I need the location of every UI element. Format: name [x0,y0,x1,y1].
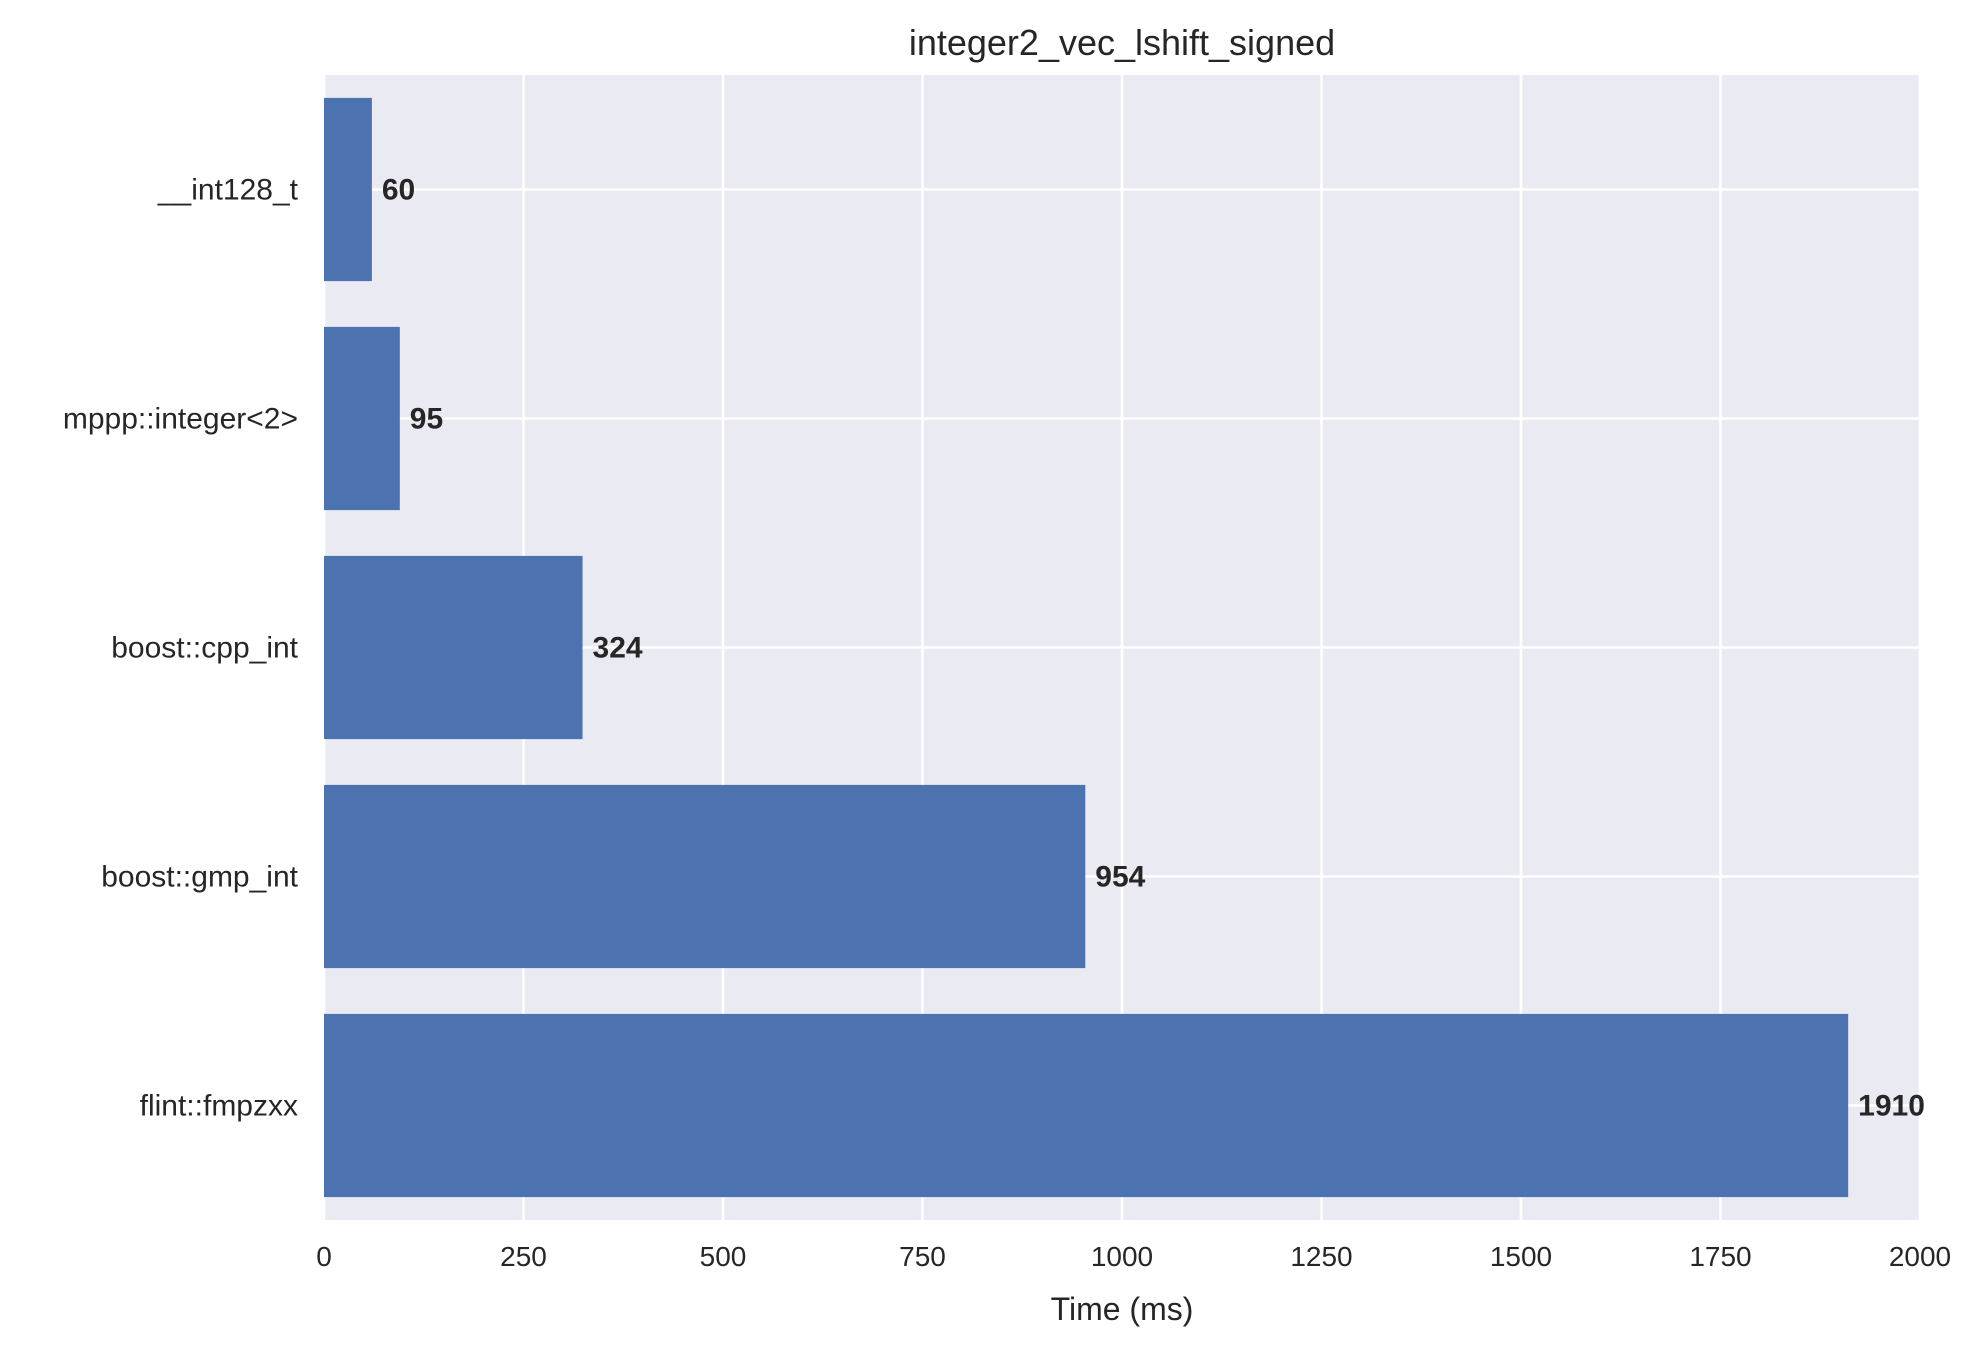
data-label: 60 [382,174,415,207]
bar [324,326,400,511]
bar [324,1013,1849,1198]
x-tick-label: 1750 [1689,1241,1751,1272]
bars [324,97,1849,1198]
x-axis-tick-labels: 0 250 500 750 1000 1250 1500 1750 2000 [316,1241,1951,1272]
chart-title: integer2_vec_lshift_signed [909,22,1335,63]
x-tick-label: 2000 [1889,1241,1951,1272]
data-label: 324 [593,632,643,665]
y-tick-label: boost::gmp_int [101,861,298,894]
y-tick-label: flint::fmpzxx [140,1090,298,1123]
x-tick-label: 1000 [1091,1241,1153,1272]
bar [324,784,1086,969]
data-label: 1910 [1858,1090,1925,1123]
x-tick-label: 500 [700,1241,747,1272]
bar [324,97,372,282]
y-axis-tick-labels: __int128_tmppp::integer<2>boost::cpp_int… [63,174,299,1123]
data-label: 95 [410,403,443,436]
bar [324,555,583,740]
y-tick-label: boost::cpp_int [111,632,298,665]
x-axis-label: Time (ms) [1051,1291,1194,1327]
x-tick-label: 1500 [1490,1241,1552,1272]
y-tick-label: __int128_t [157,174,299,207]
x-tick-label: 250 [500,1241,547,1272]
x-tick-label: 750 [899,1241,946,1272]
x-tick-label: 0 [316,1241,332,1272]
data-labels: 60 95 324 954 1910 [382,174,1925,1123]
y-tick-label: mppp::integer<2> [63,403,298,436]
data-label: 954 [1095,861,1145,894]
x-tick-label: 1250 [1290,1241,1352,1272]
